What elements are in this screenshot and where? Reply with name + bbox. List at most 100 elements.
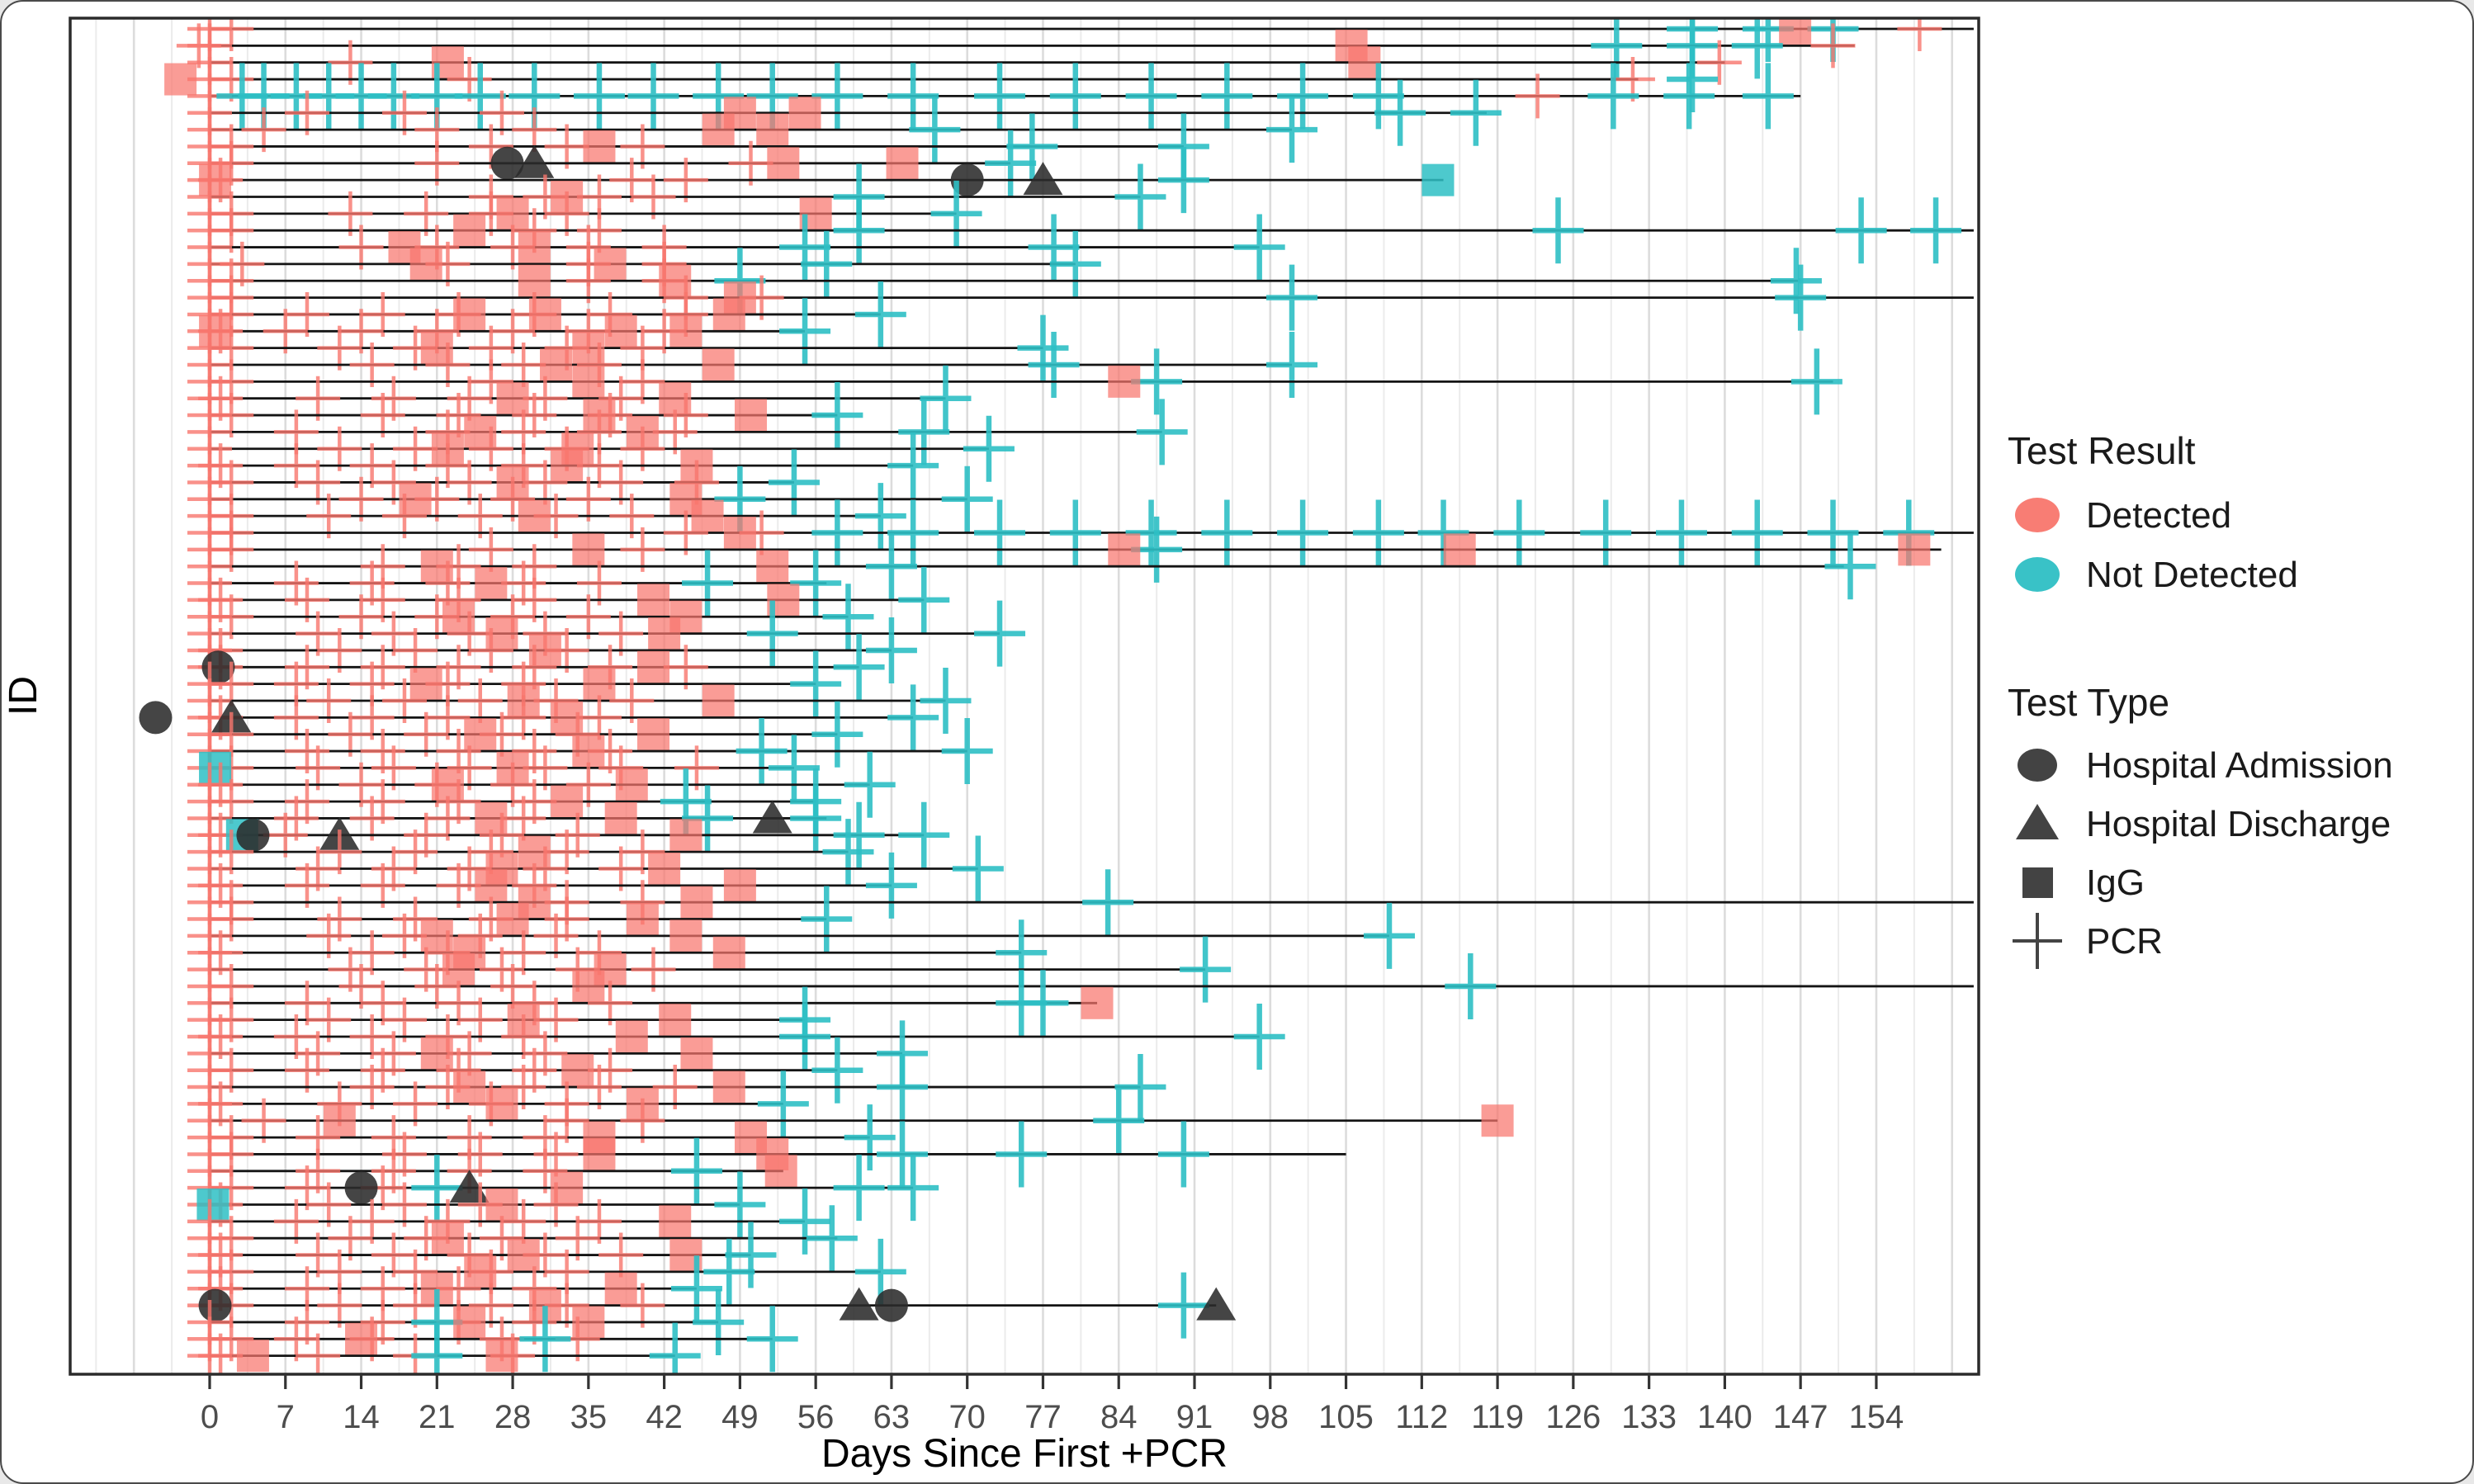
pcr-negative-marker: [1824, 533, 1876, 600]
pcr-positive-marker: [512, 729, 557, 774]
pcr-positive-marker: [620, 1098, 665, 1143]
pcr-positive-marker: [436, 981, 481, 1026]
pcr-negative-marker: [736, 718, 788, 785]
pcr-negative-marker: [811, 499, 863, 566]
x-axis-tick-label: 140: [1697, 1399, 1753, 1435]
igg-positive-marker: [669, 314, 702, 347]
pcr-positive-marker: [588, 1047, 633, 1093]
pcr-positive-marker: [209, 208, 254, 253]
panel-border: [69, 17, 1980, 1376]
igg-positive-marker: [1443, 533, 1476, 566]
igg-negative-marker: [196, 1189, 229, 1221]
pcr-positive-marker: [284, 729, 329, 774]
pcr-negative-marker: [1277, 63, 1329, 130]
igg-positive-marker: [572, 365, 605, 398]
legend-title-test-type: Test Type: [2008, 681, 2169, 724]
igg-positive-marker: [323, 1104, 356, 1137]
pcr-positive-marker: [338, 762, 384, 807]
pcr-negative-marker: [790, 650, 842, 717]
x-axis-tick-label: 98: [1252, 1399, 1289, 1435]
igg-positive-marker: [572, 533, 605, 566]
pcr-positive-marker: [501, 1198, 546, 1244]
patient-timeline-row: [187, 1087, 1514, 1154]
pcr-positive-marker: [273, 1198, 319, 1244]
pcr-positive-marker: [663, 393, 708, 438]
igg-positive-marker: [199, 163, 232, 196]
igg-positive-marker: [637, 650, 670, 683]
pcr-negative-marker: [1775, 264, 1827, 331]
pcr-positive-marker: [609, 678, 655, 723]
pcr-positive-marker: [576, 443, 622, 489]
pcr-positive-marker: [425, 560, 471, 606]
legend-key-discharge-triangle-icon: [2016, 804, 2059, 839]
pcr-positive-marker: [404, 812, 449, 858]
patient-timeline-row: [164, 46, 1719, 113]
pcr-positive-marker: [263, 812, 308, 858]
igg-positive-marker: [518, 264, 551, 297]
x-axis-tick-label: 84: [1100, 1399, 1138, 1435]
legend-key-igg-square-icon: [2022, 867, 2053, 898]
igg-positive-marker: [453, 1306, 486, 1339]
pcr-positive-marker: [284, 645, 329, 690]
pcr-positive-marker: [371, 376, 416, 421]
pcr-positive-marker: [349, 343, 395, 387]
hospital-discharge-marker: [839, 1287, 879, 1321]
pcr-positive-marker: [404, 947, 449, 992]
pcr-positive-marker: [349, 560, 395, 606]
patient-timeline-row: [187, 399, 1188, 466]
pcr-positive-marker: [381, 1132, 427, 1177]
pcr-negative-marker: [844, 751, 896, 818]
pcr-positive-marker: [404, 191, 449, 236]
patient-timeline-row: [187, 835, 1004, 902]
pcr-positive-marker: [565, 594, 611, 640]
pcr-positive-marker: [284, 577, 329, 622]
pcr-positive-marker: [576, 1065, 622, 1110]
pcr-positive-marker: [414, 963, 460, 1009]
pcr-positive-marker: [501, 796, 546, 841]
patient-timeline-row: [187, 952, 1974, 1019]
pcr-positive-marker: [479, 947, 524, 992]
igg-positive-marker: [345, 1322, 378, 1355]
pcr-positive-marker: [436, 863, 481, 908]
pcr-positive-marker: [338, 224, 384, 270]
pcr-positive-marker: [328, 40, 373, 85]
pcr-positive-marker: [576, 695, 622, 740]
patient-timeline-row: [187, 751, 896, 818]
x-axis-tick-label: 133: [1621, 1399, 1677, 1435]
pcr-negative-marker: [974, 63, 1026, 130]
igg-positive-marker: [659, 1004, 692, 1037]
x-axis-tick-label: 35: [570, 1399, 608, 1435]
igg-positive-marker: [496, 903, 529, 936]
pcr-positive-marker: [371, 1232, 416, 1278]
pcr-negative-marker: [811, 701, 863, 768]
pcr-positive-marker: [328, 711, 373, 757]
pcr-negative-marker: [1049, 230, 1101, 297]
pcr-negative-marker: [682, 785, 734, 852]
legend-key-not-detected: [2015, 557, 2060, 592]
x-axis-tick-label: 56: [797, 1399, 835, 1435]
pcr-negative-marker: [833, 801, 885, 868]
pcr-positive-marker: [296, 745, 341, 791]
igg-positive-marker: [604, 1272, 637, 1305]
pcr-positive-marker: [533, 997, 579, 1042]
pcr-positive-marker: [371, 846, 416, 891]
pcr-positive-marker: [284, 291, 329, 337]
igg-positive-marker: [409, 668, 442, 701]
pcr-positive-marker: [317, 627, 362, 673]
pcr-positive-marker: [598, 376, 644, 421]
igg-positive-marker: [659, 1205, 692, 1238]
igg-positive-marker: [551, 449, 584, 482]
hospital-admission-marker: [236, 818, 270, 852]
igg-negative-marker: [199, 751, 232, 784]
pcr-negative-marker: [725, 1222, 777, 1288]
patient-timeline-row: [187, 147, 1455, 214]
pcr-positive-marker: [209, 140, 254, 186]
x-axis-tick-label: 7: [277, 1399, 295, 1435]
pcr-negative-marker: [920, 668, 972, 734]
pcr-negative-marker: [806, 1205, 858, 1272]
igg-positive-marker: [442, 953, 475, 986]
pcr-positive-marker: [523, 1031, 568, 1076]
pcr-negative-marker: [1233, 214, 1285, 281]
pcr-positive-marker: [1515, 73, 1560, 119]
pcr-positive-marker: [393, 829, 438, 875]
